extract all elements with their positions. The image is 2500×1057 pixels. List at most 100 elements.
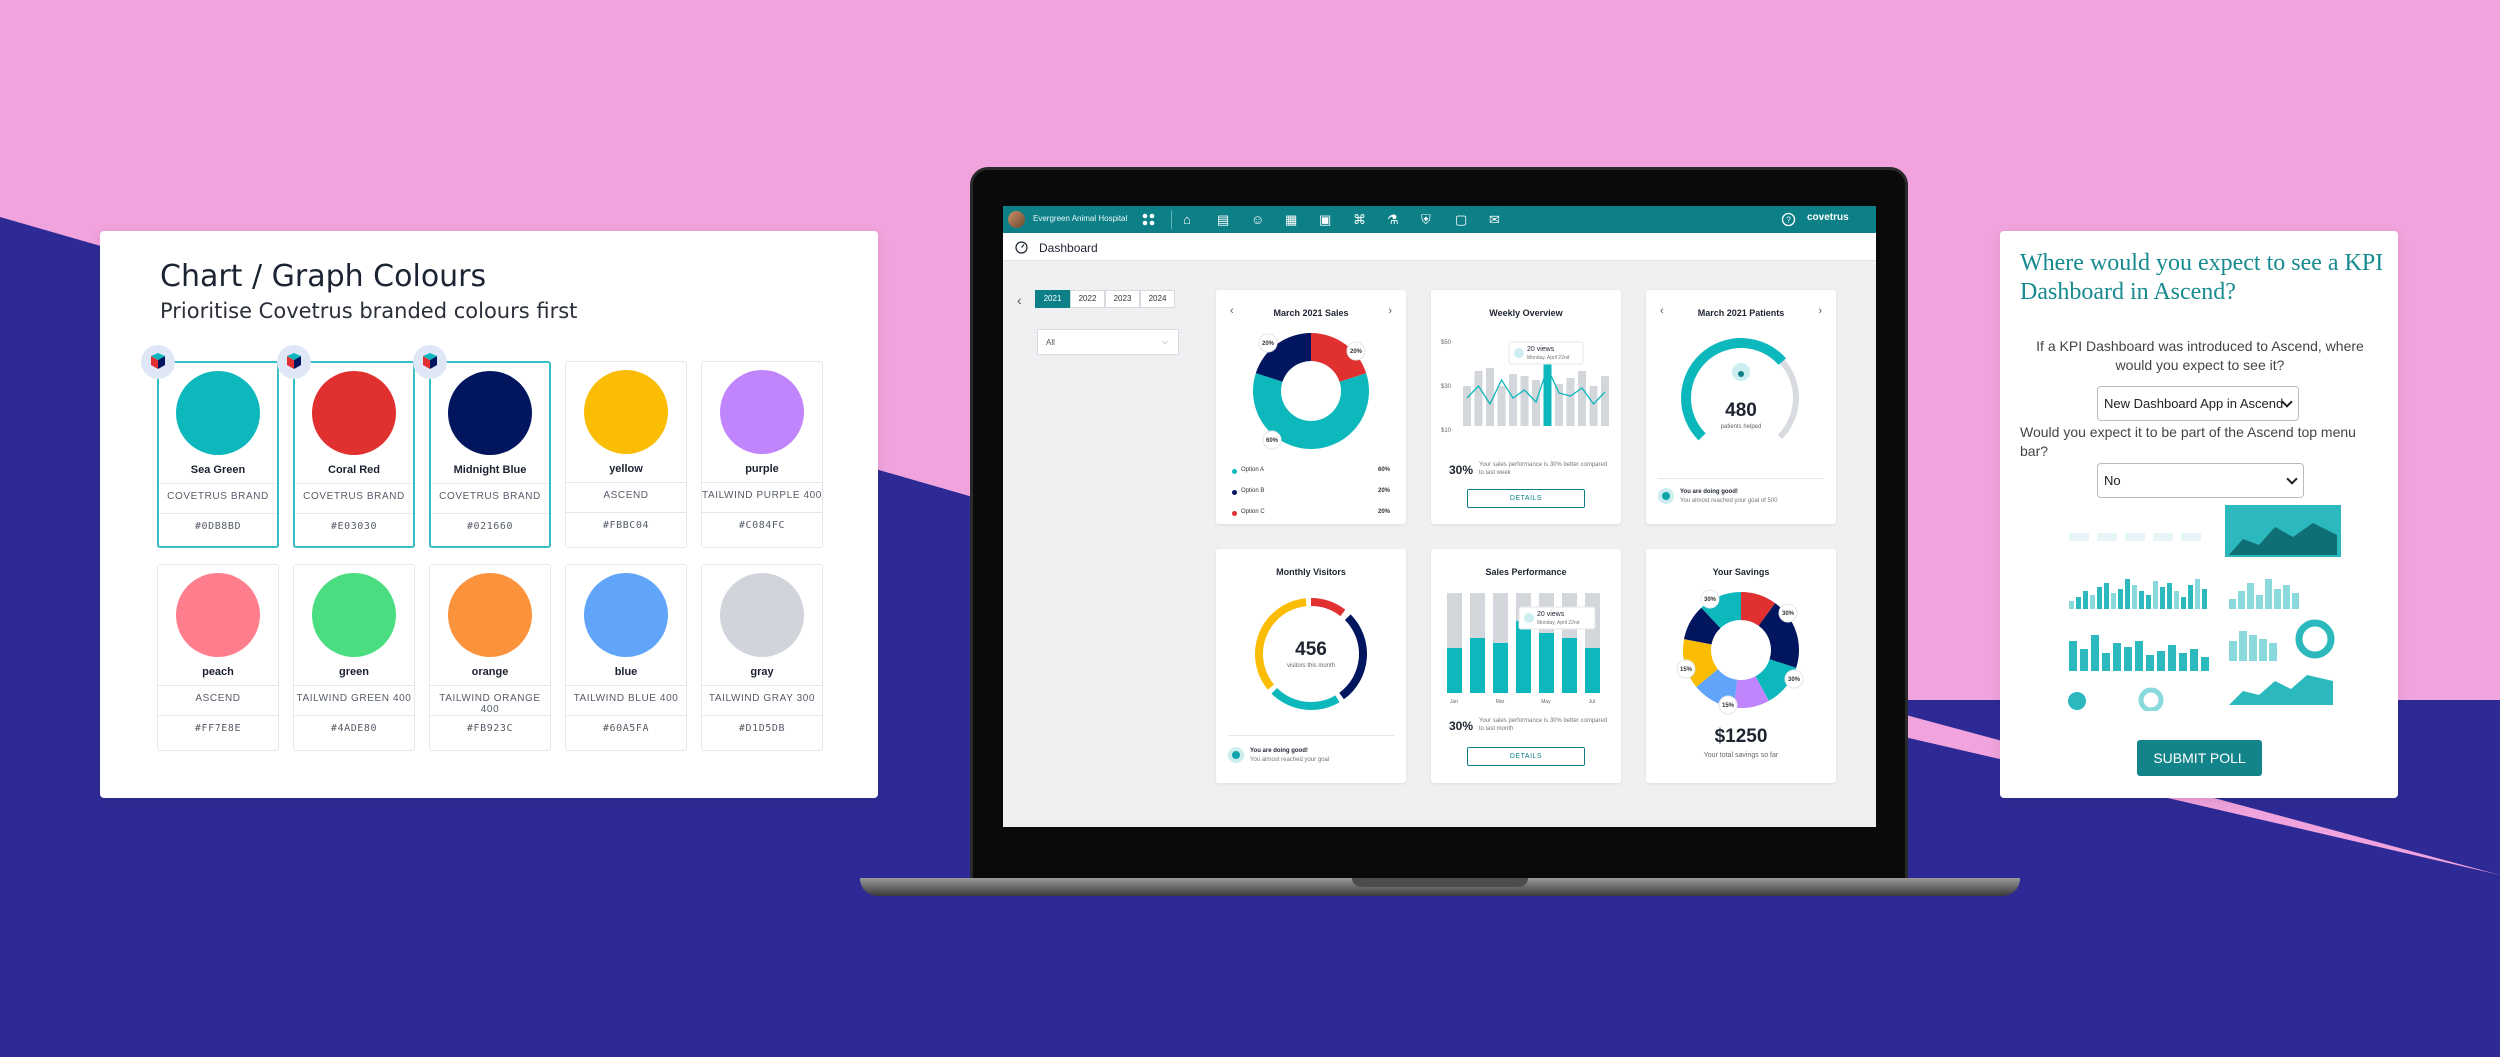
colour-circle: [312, 371, 396, 455]
preview-bar: [2274, 589, 2281, 609]
bar: [1532, 380, 1540, 426]
divider: [431, 513, 549, 514]
colour-group: TAILWIND GRAY 300: [708, 693, 816, 704]
chat-icon[interactable]: ✉: [1489, 212, 1500, 227]
preview-bar: [2069, 641, 2077, 671]
calendar-icon[interactable]: ▦: [1285, 212, 1298, 227]
poll-answer-1-select[interactable]: New Dashboard App in Ascend: [2097, 386, 2299, 421]
app-grid-icon[interactable]: [1142, 213, 1155, 226]
colour-swatch: Sea Green COVETRUS BRAND #0DB8BD: [141, 345, 279, 548]
divider: [158, 685, 278, 686]
donut-slice: [1733, 676, 1769, 708]
preview-bar: [2195, 579, 2200, 609]
submit-poll-button[interactable]: SUBMIT POLL: [2137, 740, 2262, 776]
cart-icon[interactable]: ⌘: [1353, 212, 1366, 227]
callout-bubble: [1346, 341, 1366, 361]
weekly-details-button[interactable]: DETAILS: [1467, 489, 1585, 508]
patients-value: 480: [1725, 400, 1757, 421]
divider: [702, 715, 822, 716]
preview-bar: [2111, 593, 2116, 609]
bar: [1516, 621, 1531, 693]
inbox-icon[interactable]: ▢: [1455, 212, 1468, 227]
colour-swatch: green TAILWIND GREEN 400 #4ADE80: [293, 564, 415, 751]
colour-swatch: purple TAILWIND PURPLE 400 #C084FC: [701, 361, 823, 548]
preview-area: [2229, 523, 2337, 555]
preview-bar: [2229, 599, 2236, 609]
patients-next-arrow[interactable]: ›: [1818, 305, 1822, 317]
performance-details-button[interactable]: DETAILS: [1467, 747, 1585, 766]
filter-select[interactable]: All ⌵: [1037, 329, 1179, 355]
legend-swatch: [1232, 511, 1237, 516]
colour-swatch: Coral Red COVETRUS BRAND #E03030: [277, 345, 415, 548]
colour-circle: [448, 371, 532, 455]
colour-hex: #FB923C: [466, 723, 514, 734]
covetrus-brand-icon: [141, 345, 175, 379]
shield-icon[interactable]: ⛨: [1421, 212, 1431, 227]
colour-group: ASCEND: [195, 693, 241, 704]
preview-bar: [2091, 635, 2099, 671]
help-icon[interactable]: ?: [1781, 212, 1796, 227]
ring-segment: [1339, 614, 1367, 700]
patients-gauge-chart: [1681, 337, 1799, 441]
year-prev-arrow[interactable]: ‹: [1017, 292, 1022, 308]
sales-prev-arrow[interactable]: ‹: [1230, 305, 1234, 317]
performance-desc: Your sales performance is 30% better com…: [1479, 718, 1608, 732]
legend-label: Option A: [1241, 467, 1265, 473]
laptop-notch: [1352, 878, 1528, 887]
home-icon[interactable]: ⌂: [1183, 212, 1191, 227]
year-tab[interactable]: 2024: [1140, 290, 1175, 308]
colour-hex: #4ADE80: [330, 723, 378, 734]
year-tab[interactable]: 2021: [1035, 290, 1070, 308]
colour-circle: [448, 573, 532, 657]
colour-group: TAILWIND PURPLE 400: [702, 490, 822, 501]
lab-icon[interactable]: ⚗: [1387, 212, 1399, 227]
preview-bar: [2083, 591, 2088, 609]
savings-donut-chart: 30% 30% 15% 15% 30%: [1676, 589, 1804, 715]
year-tab[interactable]: 2022: [1070, 290, 1105, 308]
colour-group: TAILWIND GREEN 400: [296, 693, 412, 704]
covetrus-logo[interactable]: covetrus: [1807, 212, 1849, 223]
preview-bar: [2118, 589, 2123, 609]
y-tick-label: $10: [1441, 428, 1452, 434]
records-icon[interactable]: ▤: [1217, 212, 1230, 227]
poll-answer-1-value: New Dashboard App in Ascend: [2104, 396, 2284, 411]
legend-row: Option A 60%: [1232, 467, 1390, 477]
goal-title: You are doing good!: [1680, 489, 1738, 495]
tooltip-title: 20 views: [1527, 346, 1555, 353]
preview-area: [2229, 675, 2333, 705]
sales-next-arrow[interactable]: ›: [1388, 305, 1392, 317]
visitors-value: 456: [1295, 639, 1327, 660]
preview-pie: [2068, 692, 2086, 710]
colour-hex: #0DB8BD: [194, 521, 242, 532]
weekly-tile: Weekly Overview $50 $30 $10 20 views Monday,…: [1431, 290, 1621, 524]
page-header: Dashboard: [1003, 233, 1876, 261]
preview-bar: [2292, 593, 2299, 609]
patients-title: March 2021 Patients: [1697, 308, 1785, 318]
clipboard-icon[interactable]: ▣: [1319, 212, 1332, 227]
divider: [702, 482, 822, 483]
swatch-grid: Sea Green COVETRUS BRAND #0DB8BD Coral Red C…: [141, 345, 823, 751]
colour-name: gray: [750, 666, 774, 678]
divider: [430, 715, 550, 716]
gauge-fill: [1681, 337, 1787, 441]
hospital-name[interactable]: Evergreen Animal Hospital: [1033, 214, 1128, 223]
avatar[interactable]: [1008, 211, 1025, 228]
performance-tile: Sales Performance Jan Mar May Jul 20 views Mo…: [1431, 549, 1621, 783]
smile-icon: [1228, 747, 1244, 763]
callout-label: 20%: [1350, 349, 1363, 355]
visitors-caption: visitors this month: [1286, 663, 1335, 669]
bar: [1493, 643, 1508, 693]
callout-bubble: [1258, 333, 1278, 353]
preview-bar: [2179, 653, 2187, 671]
poll-question-1: If a KPI Dashboard was introduced to Asc…: [2036, 338, 2364, 373]
patients-prev-arrow[interactable]: ‹: [1660, 305, 1664, 317]
preview-bar: [2104, 583, 2109, 609]
colour-swatch: blue TAILWIND BLUE 400 #60A5FA: [565, 564, 687, 751]
legend-label: Option B: [1241, 488, 1265, 494]
year-tab[interactable]: 2023: [1105, 290, 1140, 308]
legend-row: Option C 20%: [1232, 509, 1390, 519]
preview-bar: [2135, 641, 2143, 671]
poll-answer-2-select[interactable]: No: [2097, 463, 2304, 498]
colour-group: TAILWIND BLUE 400: [573, 693, 679, 704]
patient-icon[interactable]: ☺: [1251, 212, 1265, 227]
